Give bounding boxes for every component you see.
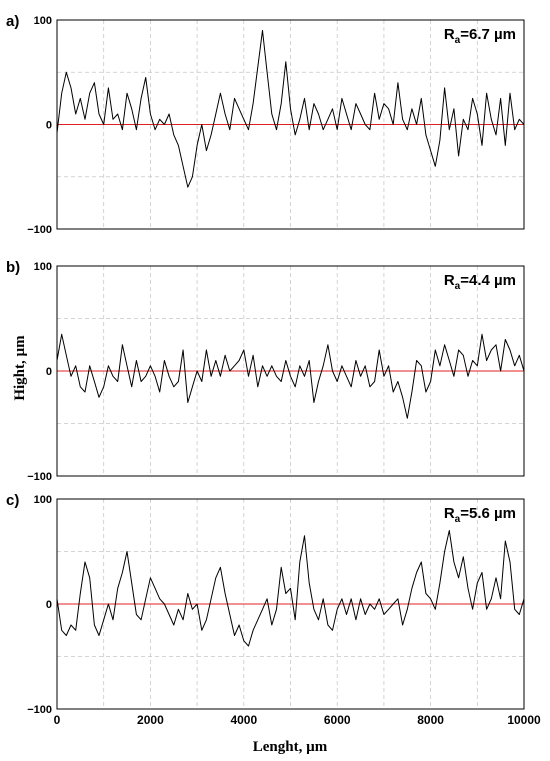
profile-series-line <box>56 30 525 188</box>
plot-frame <box>56 498 525 710</box>
x-tick-label: 8000 <box>417 713 444 727</box>
y-tick-label: −100 <box>27 704 52 716</box>
x-tick-label: 10000 <box>507 713 541 727</box>
x-tick-label: 6000 <box>324 713 351 727</box>
profile-series-line <box>56 530 525 647</box>
x-tick-label: 2000 <box>137 713 164 727</box>
y-tick-label: 100 <box>34 15 52 27</box>
x-tick-label: 4000 <box>230 713 257 727</box>
y-tick-label: −100 <box>27 471 52 483</box>
roughness-label: Ra=6.7 µm <box>444 26 516 46</box>
y-axis-title: Hight, µm <box>12 335 28 401</box>
y-tick-label: 0 <box>46 120 52 132</box>
profile-series-line <box>56 333 525 419</box>
roughness-label: Ra=5.6 µm <box>444 505 516 525</box>
chart-panel-3: 100 0 −100 c) Ra=5.6 µm <box>6 492 525 716</box>
chart-panel-2: 100 0 −100 b) Ra=4.4 µm <box>6 259 525 483</box>
panel-label: b) <box>6 259 20 276</box>
y-tick-label: 100 <box>34 261 52 273</box>
y-tick-label: 100 <box>34 494 52 506</box>
chart-panel-1: 100 0 −100 a) Ra=6.7 µm <box>6 13 525 236</box>
y-tick-label: 0 <box>46 599 52 611</box>
roughness-label: Ra=4.4 µm <box>444 272 516 292</box>
x-tick-label: 0 <box>54 713 61 727</box>
y-tick-label: 0 <box>46 366 52 378</box>
panel-label: a) <box>6 13 19 30</box>
plot-frame <box>56 265 525 477</box>
y-tick-label: −100 <box>27 224 52 236</box>
panel-label: c) <box>6 492 19 509</box>
x-tick-labels: 0 2000 4000 6000 8000 10000 <box>54 713 541 727</box>
x-axis-title: Lenght, µm <box>253 739 328 755</box>
plot-frame <box>56 19 525 230</box>
